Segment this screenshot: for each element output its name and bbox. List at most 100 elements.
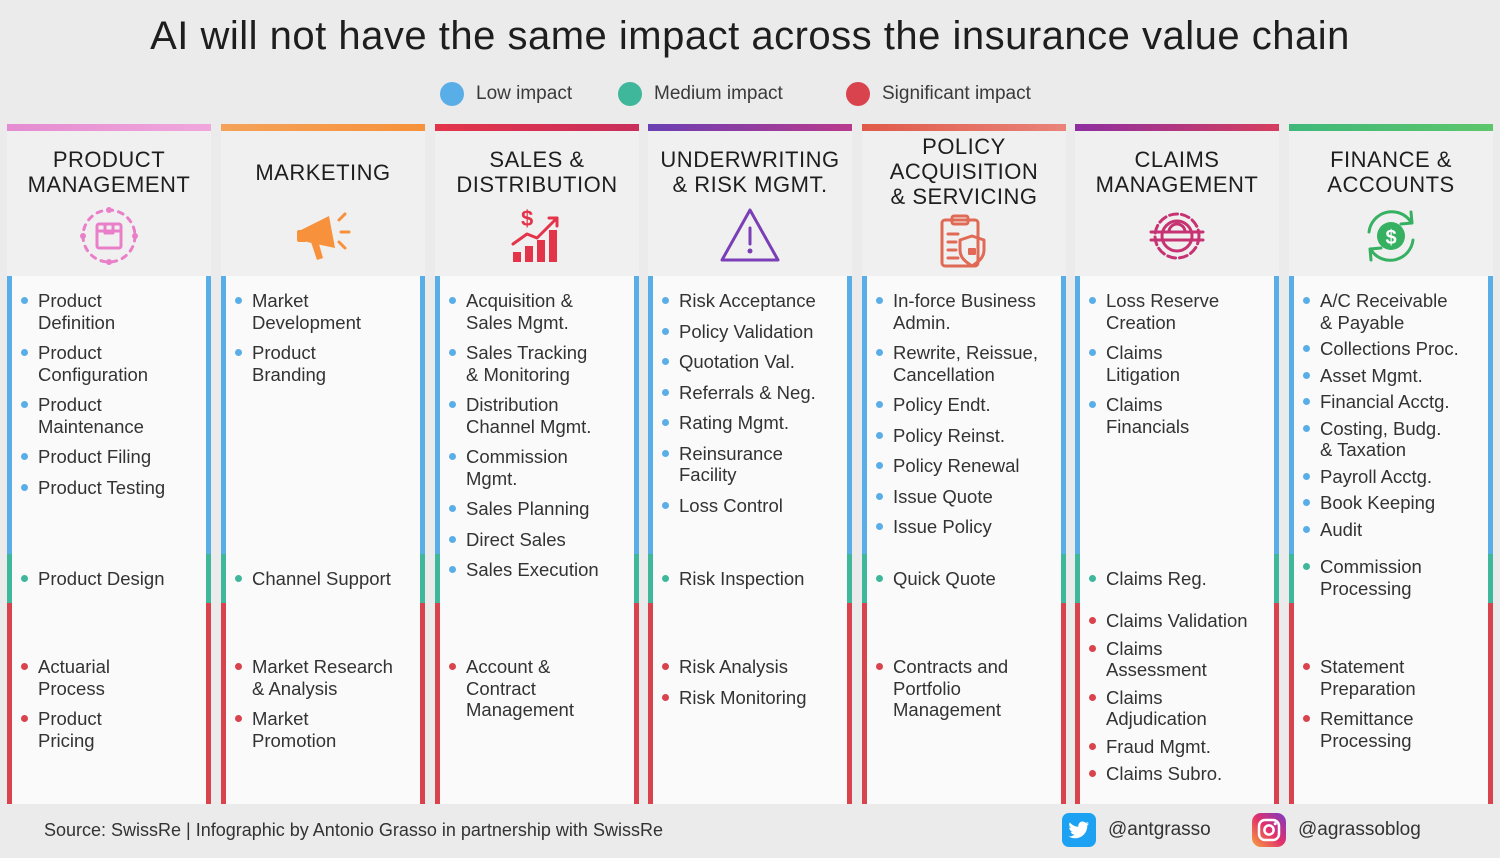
list-item: Loss Control — [662, 495, 850, 517]
list-item-text: Process — [38, 677, 105, 699]
list-item: Costing, Budg. & Taxation — [1303, 418, 1491, 461]
list-item-text: Issue Quote — [893, 485, 993, 507]
list-item: Commission Mgmt. — [449, 446, 637, 489]
impact-bullet-significant — [1089, 742, 1096, 750]
list-item: Claims Validation — [1089, 610, 1277, 632]
list-item: In-force Business Admin. — [876, 290, 1064, 333]
list-item-text: Configuration — [38, 363, 149, 385]
list-item-text: Market — [252, 708, 309, 729]
impact-bar — [420, 276, 425, 804]
list-item-text: & Analysis — [252, 677, 338, 699]
list-item-text: Actuarial — [38, 656, 110, 677]
list-item: Policy Endt. — [876, 394, 1064, 416]
impact-bar — [221, 276, 226, 804]
impact-bullet-low — [449, 297, 456, 304]
list-item-text: Acquisition & — [466, 290, 573, 311]
column-icon-wrap — [718, 204, 782, 268]
list-item: Contracts and Portfolio Management — [876, 656, 1064, 721]
list-item-text: Product — [38, 342, 102, 363]
column-body: Loss Reserve Creation Claims Litigation Clai… — [1075, 276, 1279, 804]
column-title: MARKETING — [221, 160, 425, 185]
list-item-text: A/C Receivable — [1320, 290, 1448, 311]
column-body: In-force Business Admin. Rewrite, Reissue,… — [862, 276, 1066, 804]
list-item-text: Rating Mgmt. — [679, 412, 790, 433]
column-title-line: SALES & — [489, 147, 585, 172]
list-item: Distribution Channel Mgmt. — [449, 394, 637, 437]
impact-bullet-significant — [235, 715, 242, 722]
impact-bullet-low — [876, 349, 883, 356]
list-item-text: Channel Support — [252, 568, 391, 589]
column-policy-acquisition-servicing: POLICY ACQUISITION & SERVICING In-force Bu… — [862, 124, 1066, 804]
impact-bullet-low — [1303, 424, 1310, 432]
impact-bullet-significant — [21, 715, 28, 722]
list-item-text: Claims Subro. — [1106, 763, 1223, 784]
impact-bullet-low — [662, 297, 669, 304]
impact-bar — [206, 276, 211, 804]
impact-bar — [1289, 276, 1294, 804]
list-item-text: Risk Monitoring — [679, 686, 807, 708]
list-item-text: Fraud Mgmt. — [1106, 735, 1211, 757]
svg-text:$: $ — [1385, 227, 1396, 249]
impact-bullet-medium — [876, 575, 883, 582]
impact-bar — [634, 276, 639, 804]
list-item-text: Claims — [1106, 637, 1163, 659]
impact-bar — [1061, 276, 1066, 804]
twitter-link[interactable]: @antgrasso — [1062, 812, 1211, 848]
impact-bullet-low — [449, 401, 456, 408]
list-item-text: Contract — [466, 677, 536, 699]
list-item-text: Payroll Acctg. — [1320, 465, 1433, 487]
list-item-text: Quick Quote — [893, 568, 996, 589]
list-item: Market Promotion — [235, 708, 423, 751]
list-item-text: Risk Analysis — [679, 656, 788, 677]
list-item-text: Distribution — [466, 394, 559, 415]
column-marketing: MARKETING Market Development Product Brandi… — [221, 124, 425, 804]
list-item: Audit — [1303, 519, 1491, 541]
list-item-text: Adjudication — [1106, 708, 1207, 729]
list-item-text: Claims Reg. — [1106, 568, 1207, 589]
impact-bar — [7, 276, 12, 804]
instagram-icon — [1252, 813, 1286, 847]
impact-bullet-significant — [1303, 715, 1310, 722]
impact-bullet-low — [1303, 525, 1310, 533]
list-item: Rewrite, Reissue, Cancellation — [876, 342, 1064, 385]
column-underwriting-risk-mgmt: UNDERWRITING & RISK MGMT. Risk Acceptance… — [648, 124, 852, 804]
impact-bullet-significant — [662, 693, 669, 701]
list-item-text: Remittance — [1320, 708, 1414, 729]
list-item-text: Policy Endt. — [893, 394, 991, 415]
list-item: Policy Renewal — [876, 455, 1064, 477]
impact-bullet-low — [1303, 499, 1310, 506]
list-item: Quick Quote — [876, 568, 1064, 590]
list-item-text: Sales Tracking — [466, 342, 588, 363]
impact-bar — [1488, 276, 1493, 804]
list-item-text: Management — [893, 699, 1001, 720]
list-item-text: Risk Acceptance — [679, 290, 816, 311]
page-title: AI will not have the same impact across … — [150, 14, 1350, 58]
column-color-band — [862, 124, 1066, 131]
column-title-line: & SERVICING — [890, 184, 1038, 209]
list-item: Risk Monitoring — [662, 687, 850, 709]
impact-bullet-low — [876, 431, 883, 439]
list-item-text: Assessment — [1106, 659, 1207, 680]
list-item-text: In-force Business — [893, 290, 1036, 311]
list-item: Claims Reg. — [1089, 568, 1277, 590]
list-item-text: Development — [252, 311, 362, 333]
column-claims-management: CLAIMS MANAGEMENT Loss Reserve Creation Cla… — [1075, 124, 1279, 804]
impact-bullet-low — [876, 492, 883, 500]
impact-bullet-low — [21, 349, 28, 356]
list-item-text: Channel Mgmt. — [466, 415, 592, 437]
instagram-link[interactable]: @agrassoblog — [1252, 812, 1421, 848]
impact-bullet-low — [662, 388, 669, 396]
column-header: SALES & DISTRIBUTION $ — [435, 124, 639, 276]
legend-medium: Medium impact — [618, 80, 783, 108]
column-color-band — [221, 124, 425, 131]
list-item-text: Quotation Val. — [679, 351, 795, 372]
column-finance-accounts: FINANCE & ACCOUNTS $ A/C Receivable & Paya… — [1289, 124, 1493, 804]
list-item-text: Financial Acctg. — [1320, 391, 1450, 412]
list-item-text: & Payable — [1320, 311, 1405, 333]
impact-bullet-low — [1303, 297, 1310, 304]
impact-bullet-low — [1303, 472, 1310, 480]
column-color-band — [7, 124, 211, 131]
list-item: Product Maintenance — [21, 394, 209, 437]
column-header: UNDERWRITING & RISK MGMT. — [648, 124, 852, 276]
column-icon-wrap — [77, 204, 141, 268]
